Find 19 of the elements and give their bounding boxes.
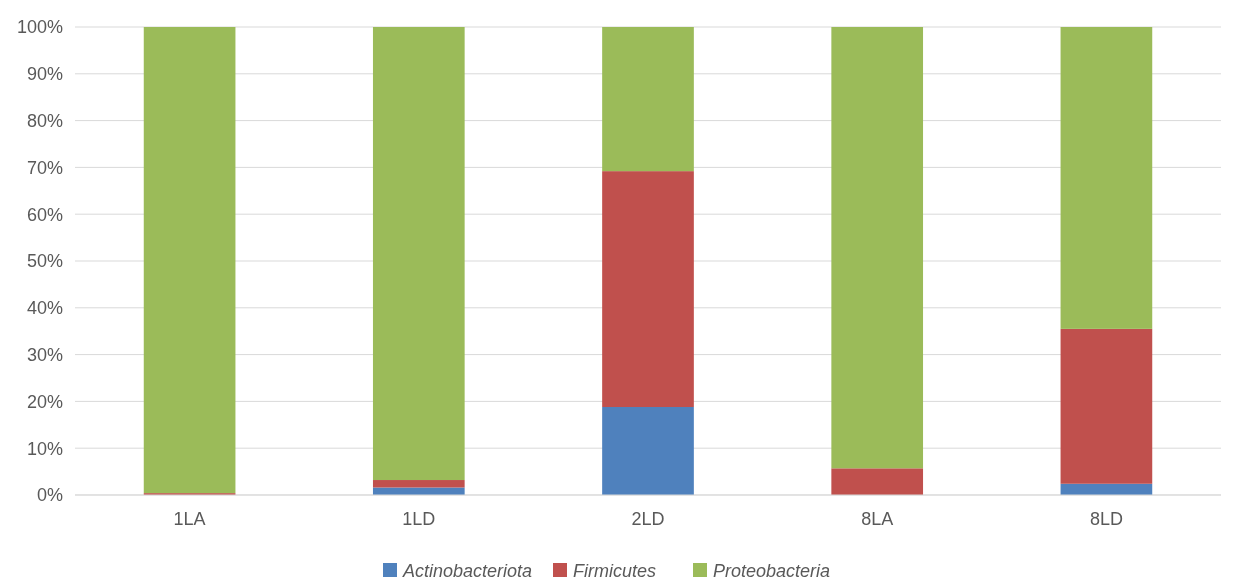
y-tick-label: 40%: [26, 298, 63, 319]
y-tick-label: 10%: [26, 438, 63, 459]
y-tick-label: 100%: [16, 17, 63, 38]
y-tick-label: 30%: [26, 344, 63, 365]
y-tick-label: 50%: [26, 251, 63, 272]
x-tick-label: 8LD: [1089, 509, 1123, 529]
y-tick-label: 70%: [26, 157, 63, 178]
x-tick-label: 2LD: [631, 509, 665, 529]
y-tick-label: 0%: [36, 485, 63, 506]
legend-label: Proteobacteria: [713, 561, 831, 581]
x-tick-label: 8LA: [861, 509, 894, 529]
y-tick-label: 90%: [26, 64, 63, 85]
x-tick-label: 1LD: [402, 509, 436, 529]
y-tick-label: 80%: [26, 110, 63, 131]
y-tick-label: 60%: [26, 204, 63, 225]
legend-label: Firmicutes: [573, 561, 657, 581]
x-tick-label: 1LA: [173, 509, 206, 529]
legend-label: Actinobacteriota: [402, 561, 533, 581]
y-tick-label: 20%: [26, 391, 63, 412]
